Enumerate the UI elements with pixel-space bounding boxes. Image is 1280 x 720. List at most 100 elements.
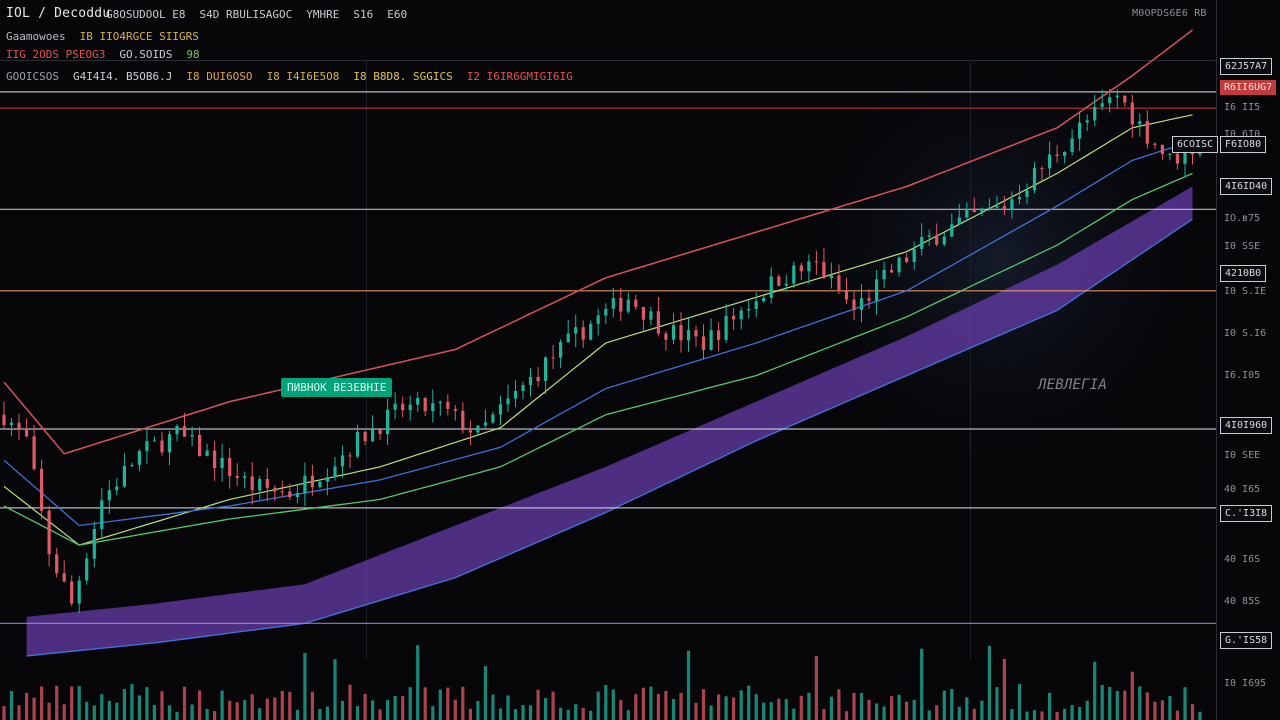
candle[interactable] — [844, 291, 849, 300]
candle[interactable] — [581, 327, 585, 340]
candle[interactable] — [671, 325, 676, 340]
candle[interactable] — [423, 398, 427, 412]
candle[interactable] — [1138, 121, 1142, 125]
candle[interactable] — [85, 558, 89, 581]
candle[interactable] — [957, 217, 961, 225]
candle[interactable] — [1002, 206, 1006, 210]
candle[interactable] — [506, 398, 510, 405]
price-tag[interactable]: G.'IS58 — [1220, 632, 1273, 649]
candle[interactable] — [912, 248, 916, 262]
candle[interactable] — [288, 491, 292, 498]
candle[interactable] — [656, 311, 660, 334]
price-tag[interactable]: 4I0I960 — [1220, 417, 1273, 434]
candle[interactable] — [649, 311, 653, 320]
candle[interactable] — [1168, 153, 1172, 155]
candle[interactable] — [769, 276, 773, 298]
candle[interactable] — [1130, 102, 1134, 125]
candle[interactable] — [890, 269, 894, 273]
candle[interactable] — [739, 310, 743, 320]
candle[interactable] — [220, 458, 224, 468]
candle[interactable] — [250, 476, 254, 491]
candle[interactable] — [453, 409, 457, 411]
candle[interactable] — [814, 261, 818, 263]
candle[interactable] — [536, 377, 540, 381]
candle[interactable] — [1108, 97, 1112, 104]
candle[interactable] — [596, 315, 600, 324]
candle[interactable] — [491, 414, 495, 423]
candle[interactable] — [137, 451, 141, 465]
candle[interactable] — [559, 342, 563, 358]
candle[interactable] — [972, 209, 976, 213]
candle[interactable] — [160, 440, 164, 453]
candle[interactable] — [228, 458, 232, 476]
candle[interactable] — [438, 401, 442, 404]
candle[interactable] — [717, 330, 721, 340]
envelope-line[interactable] — [3, 29, 1193, 455]
candle[interactable] — [1040, 168, 1044, 170]
candle[interactable] — [1123, 95, 1127, 103]
candle[interactable] — [604, 308, 608, 316]
candle[interactable] — [942, 236, 946, 245]
candle[interactable] — [340, 455, 345, 467]
candle[interactable] — [325, 477, 329, 482]
candle[interactable] — [386, 409, 390, 435]
candle[interactable] — [619, 298, 623, 312]
candle[interactable] — [732, 315, 736, 320]
candle[interactable] — [77, 580, 81, 604]
candle[interactable] — [709, 330, 713, 350]
candle[interactable] — [1055, 154, 1059, 157]
candle[interactable] — [927, 235, 931, 237]
candle[interactable] — [476, 425, 480, 433]
candle[interactable] — [378, 429, 382, 435]
candle[interactable] — [1025, 190, 1029, 197]
price-tag[interactable]: F6IO80 — [1220, 136, 1267, 153]
candle[interactable] — [1153, 143, 1157, 145]
candle[interactable] — [777, 276, 781, 286]
candle[interactable] — [950, 224, 954, 237]
ma-mid-line[interactable] — [3, 140, 1193, 527]
candle[interactable] — [483, 422, 487, 426]
candle[interactable] — [747, 309, 751, 311]
candle[interactable] — [25, 428, 29, 437]
candle[interactable] — [867, 298, 871, 301]
candle[interactable] — [574, 327, 578, 334]
symbol-title[interactable]: IOL / Decoddu — [6, 6, 111, 21]
candle[interactable] — [686, 330, 691, 341]
candle[interactable] — [626, 299, 630, 312]
candle[interactable] — [9, 422, 14, 426]
candle[interactable] — [641, 306, 645, 320]
candle[interactable] — [799, 265, 803, 272]
candle[interactable] — [897, 257, 901, 273]
candle[interactable] — [310, 475, 314, 488]
candle[interactable] — [1063, 152, 1067, 156]
candle[interactable] — [235, 476, 239, 478]
candle[interactable] — [363, 431, 367, 442]
candle[interactable] — [701, 336, 706, 350]
candle[interactable] — [2, 414, 6, 426]
candle[interactable] — [348, 455, 352, 457]
candle[interactable] — [1070, 138, 1074, 153]
candle[interactable] — [792, 265, 796, 284]
candle[interactable] — [875, 279, 879, 301]
candle[interactable] — [566, 333, 570, 342]
price-tag[interactable]: 62J57A7 — [1220, 58, 1273, 75]
candle[interactable] — [987, 207, 991, 209]
candle[interactable] — [265, 479, 269, 488]
candle[interactable] — [920, 236, 924, 249]
candle[interactable] — [122, 465, 126, 487]
price-tag[interactable]: C.'I3I8 — [1220, 505, 1273, 522]
candle[interactable] — [408, 404, 412, 411]
candle[interactable] — [468, 430, 472, 433]
candle[interactable] — [611, 298, 615, 309]
candle[interactable] — [258, 479, 262, 491]
candle[interactable] — [852, 299, 856, 311]
ma-fast-line[interactable] — [3, 114, 1193, 546]
candle[interactable] — [55, 554, 59, 574]
candle[interactable] — [754, 301, 758, 309]
candle[interactable] — [92, 529, 96, 559]
candle[interactable] — [167, 434, 172, 453]
candle[interactable] — [1183, 148, 1187, 164]
candle[interactable] — [679, 325, 683, 341]
candle[interactable] — [175, 426, 179, 435]
annotation-badge[interactable]: ПИВНОК ВЕЗЕВНIЕ — [281, 378, 393, 397]
